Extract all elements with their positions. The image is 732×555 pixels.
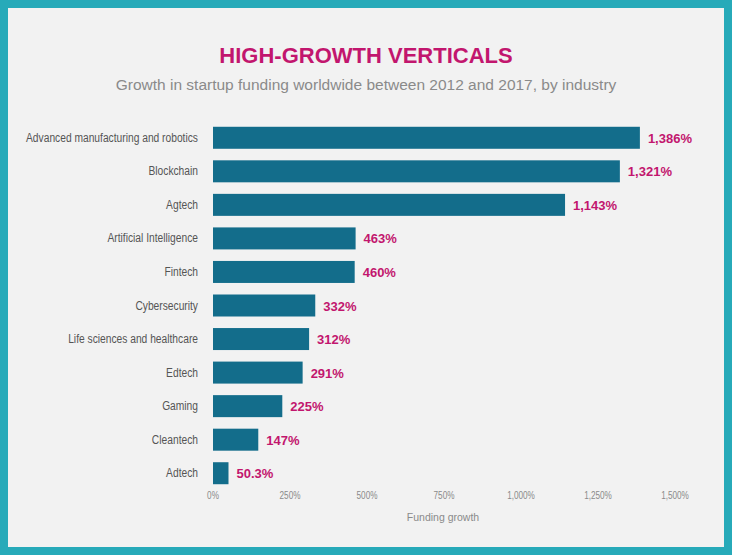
tick-label-group: 250%	[280, 490, 301, 501]
tick-label: 750%	[434, 490, 455, 501]
bar	[213, 362, 303, 384]
labels: Advanced manufacturing and robotics 1,386…	[26, 131, 692, 481]
bar	[213, 194, 565, 216]
category-label: Agtech	[166, 198, 198, 211]
category-label: Edtech	[166, 366, 198, 379]
data-label: 312%	[317, 332, 351, 347]
category-label: Advanced manufacturing and robotics	[26, 131, 198, 144]
bar	[213, 227, 356, 249]
x-axis-label: Funding growth	[407, 511, 480, 523]
category-label-group: Cleantech	[152, 433, 198, 446]
category-label: Blockchain	[148, 164, 198, 177]
category-label-group: Adtech	[166, 466, 198, 479]
chart-svg: HIGH-GROWTH VERTICALS Growth in startup f…	[0, 0, 732, 555]
data-label: 50.3%	[236, 466, 273, 481]
tick-label-group: 1,250%	[584, 490, 612, 501]
tick-label: 250%	[280, 490, 301, 501]
data-label: 1,321%	[628, 164, 673, 179]
bar	[213, 127, 640, 149]
tick-label: 1,250%	[584, 490, 612, 501]
bar	[213, 160, 620, 182]
bar	[213, 462, 228, 484]
data-label: 291%	[311, 366, 345, 381]
tick-label: 500%	[357, 490, 378, 501]
background	[8, 8, 724, 547]
bars	[213, 127, 640, 484]
tick-label-group: 1,000%	[507, 490, 535, 501]
tick-label: 0%	[207, 490, 219, 501]
category-label: Fintech	[164, 265, 198, 278]
chart-container: HIGH-GROWTH VERTICALS Growth in startup f…	[0, 0, 732, 555]
category-label: Life sciences and healthcare	[68, 332, 198, 345]
data-label: 1,386%	[648, 131, 693, 146]
category-label-group: Advanced manufacturing and robotics	[26, 131, 198, 144]
data-label: 463%	[364, 231, 398, 246]
x-axis: 0% 250% 500% 750% 1,000% 1,250% 1,500%	[207, 490, 689, 501]
category-label: Cybersecurity	[135, 299, 198, 312]
tick-label-group: 750%	[434, 490, 455, 501]
tick-label: 1,500%	[661, 490, 689, 501]
data-label: 460%	[363, 265, 397, 280]
category-label-group: Life sciences and healthcare	[68, 332, 198, 345]
category-label-group: Agtech	[166, 198, 198, 211]
bar	[213, 261, 355, 283]
data-label: 147%	[266, 433, 300, 448]
subtitle: Growth in startup funding worldwide betw…	[116, 76, 617, 93]
category-label-group: Artificial Intelligence	[107, 231, 198, 244]
category-label-group: Blockchain	[148, 164, 198, 177]
bar	[213, 395, 282, 417]
data-label: 1,143%	[573, 198, 618, 213]
bar	[213, 429, 258, 451]
category-label: Adtech	[166, 466, 198, 479]
bar	[213, 328, 309, 350]
frame-border	[0, 0, 732, 555]
data-label: 332%	[323, 299, 357, 314]
category-label: Cleantech	[152, 433, 198, 446]
title: HIGH-GROWTH VERTICALS	[219, 43, 512, 68]
data-label: 225%	[290, 399, 324, 414]
tick-label-group: 1,500%	[661, 490, 689, 501]
bar	[213, 295, 315, 317]
tick-label: 1,000%	[507, 490, 535, 501]
category-label: Gaming	[162, 399, 198, 412]
tick-label-group: 0%	[207, 490, 219, 501]
category-label-group: Gaming	[162, 399, 198, 412]
tick-label-group: 500%	[357, 490, 378, 501]
category-label-group: Cybersecurity	[135, 299, 198, 312]
category-label: Artificial Intelligence	[107, 231, 198, 244]
category-label-group: Fintech	[164, 265, 198, 278]
category-label-group: Edtech	[166, 366, 198, 379]
